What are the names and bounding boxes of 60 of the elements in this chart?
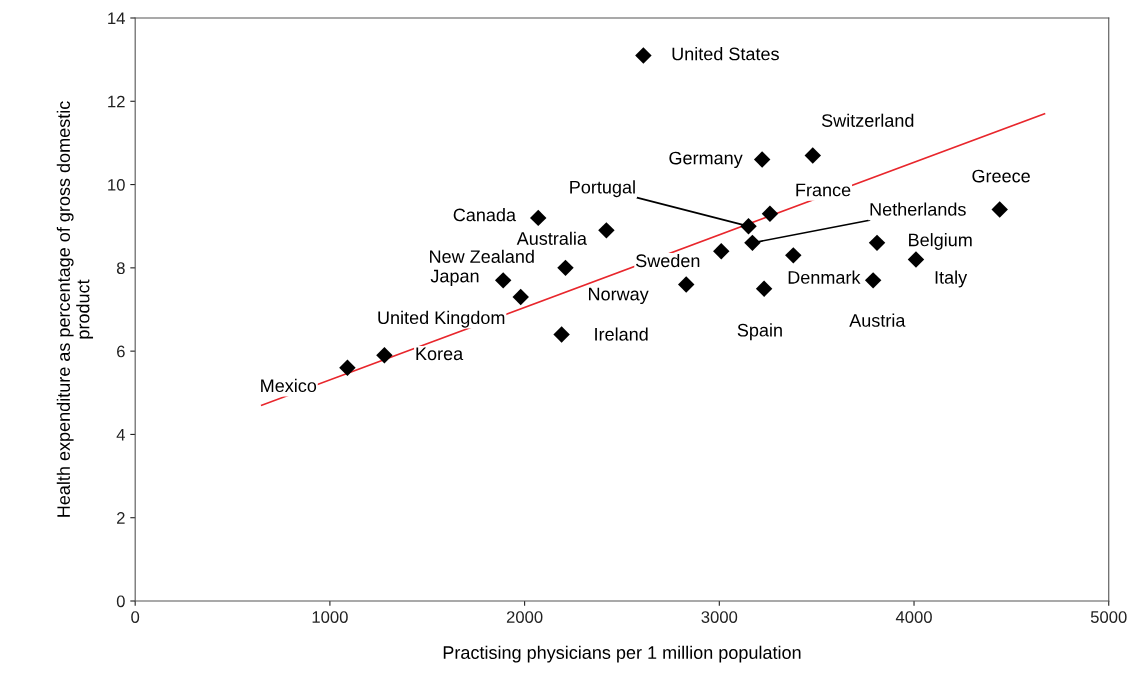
annotation: New Zealand bbox=[430, 249, 534, 263]
point bbox=[753, 151, 771, 168]
x-tick-label: 1000 bbox=[312, 611, 348, 623]
annotation: Ireland bbox=[595, 327, 648, 341]
point bbox=[512, 288, 529, 306]
point bbox=[557, 259, 574, 277]
annotation: France bbox=[796, 183, 851, 197]
y-tick-label: 4 bbox=[116, 429, 125, 441]
point bbox=[761, 205, 779, 222]
x-axis-title: Practising physicians per 1 million population bbox=[443, 645, 801, 663]
y-tick-label: 2 bbox=[117, 512, 125, 524]
point bbox=[740, 217, 757, 235]
y-tick-label: 12 bbox=[108, 95, 125, 108]
y-tick-label: 8 bbox=[116, 262, 125, 275]
annotation: Greece bbox=[972, 169, 1030, 183]
annotation: Portugal bbox=[570, 180, 635, 198]
x-tick-label: 5000 bbox=[1090, 611, 1127, 623]
annotation: Canada bbox=[453, 208, 517, 222]
annotation: Italy bbox=[935, 270, 968, 288]
y-tick-label: 10 bbox=[108, 178, 125, 191]
point bbox=[339, 359, 356, 377]
point bbox=[713, 242, 730, 260]
y-tick-label: 0 bbox=[116, 595, 125, 608]
annotation: Spain bbox=[737, 323, 782, 341]
annotation: United States bbox=[672, 47, 779, 61]
annotation: Mexico bbox=[261, 378, 317, 393]
point bbox=[785, 247, 802, 264]
annotation: Denmark bbox=[788, 270, 861, 284]
point bbox=[494, 272, 512, 289]
point bbox=[744, 234, 761, 252]
point bbox=[598, 222, 615, 239]
annotation: Sweden bbox=[636, 253, 700, 268]
annotation: Switzerland bbox=[821, 113, 914, 127]
annotation: Australia bbox=[516, 231, 587, 245]
point bbox=[755, 280, 773, 297]
annotation: Japan bbox=[430, 269, 479, 286]
annotation: Netherlands bbox=[870, 202, 966, 216]
y-tick-label: 14 bbox=[108, 12, 125, 25]
point bbox=[678, 276, 695, 293]
x-tick-label: 4000 bbox=[895, 611, 932, 623]
point bbox=[907, 251, 925, 268]
annotation: Norway bbox=[589, 287, 649, 305]
x-tick-label: 0 bbox=[131, 611, 140, 623]
point bbox=[635, 47, 652, 64]
point bbox=[868, 234, 886, 252]
point bbox=[553, 326, 570, 343]
x-tick-label: 2000 bbox=[506, 611, 543, 623]
annotation: Belgium bbox=[909, 233, 972, 250]
y-axis-title: Health expenditure as percentage of gross domestic product bbox=[56, 101, 94, 517]
point bbox=[864, 272, 882, 289]
point bbox=[991, 201, 1008, 218]
y-tick-label: 6 bbox=[117, 345, 125, 358]
annotation: Korea bbox=[416, 347, 464, 361]
annotation: Austria bbox=[849, 313, 906, 327]
point bbox=[804, 147, 821, 164]
annotation: United Kingdom bbox=[378, 310, 505, 328]
point bbox=[376, 347, 393, 364]
x-tick-label: 3000 bbox=[701, 611, 738, 623]
annotation: Germany bbox=[669, 151, 743, 168]
point bbox=[530, 209, 547, 227]
